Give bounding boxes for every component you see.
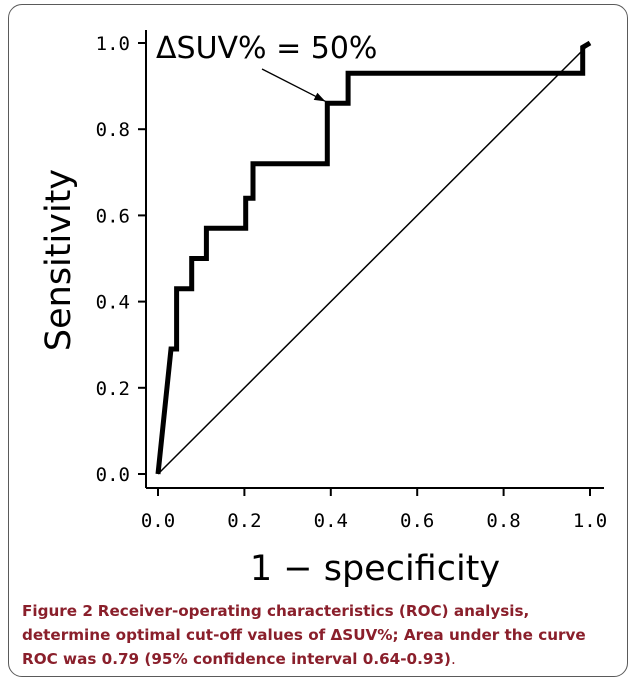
- x-tick-label-1: 0.2: [227, 510, 261, 532]
- roc-chart: 0.0 0.2 0.4 0.6 0.8 1.0 0.0 0.2 0.4 0.6 0.8 1.0 ΔSU…: [39, 30, 607, 589]
- y-tick-label-3: 0.6: [96, 205, 130, 227]
- caption-end: .: [450, 650, 456, 668]
- annotation-arrow: [261, 68, 326, 102]
- axes: [145, 30, 604, 489]
- y-tick-label-5: 1.0: [96, 33, 130, 55]
- y-tick-label-1: 0.2: [96, 378, 130, 400]
- x-axis-title: 1 − specificity: [250, 549, 500, 589]
- figure-caption: Figure 2 Receiver-operating characterist…: [22, 599, 622, 671]
- annotation: ΔSUV% = 50%: [156, 31, 377, 102]
- caption-label: Figure 2: [22, 602, 93, 620]
- y-tick-label-4: 0.8: [96, 119, 130, 141]
- x-tick-label-2: 0.4: [314, 510, 348, 532]
- x-tick-label-0: 0.0: [141, 510, 175, 532]
- y-tick-label-0: 0.0: [96, 464, 130, 486]
- x-tick-label-3: 0.6: [400, 510, 434, 532]
- tick-labels: 0.0 0.2 0.4 0.6 0.8 1.0 0.0 0.2 0.4 0.6 0.8 1.0: [96, 33, 607, 532]
- caption-text: Receiver-operating characteristics (ROC)…: [22, 602, 586, 668]
- roc-curve: [155, 40, 592, 475]
- annotation-label: ΔSUV% = 50%: [156, 31, 377, 66]
- ticks: [138, 42, 591, 496]
- series-layer: [155, 40, 592, 475]
- x-tick-label-5: 1.0: [573, 510, 607, 532]
- x-tick-label-4: 0.8: [486, 510, 520, 532]
- annotation-arrowhead: [313, 92, 326, 102]
- reference-diagonal: [157, 42, 591, 475]
- y-axis-title: Sensitivity: [39, 169, 79, 351]
- y-tick-label-2: 0.4: [96, 292, 130, 314]
- figure-frame: [8, 4, 628, 677]
